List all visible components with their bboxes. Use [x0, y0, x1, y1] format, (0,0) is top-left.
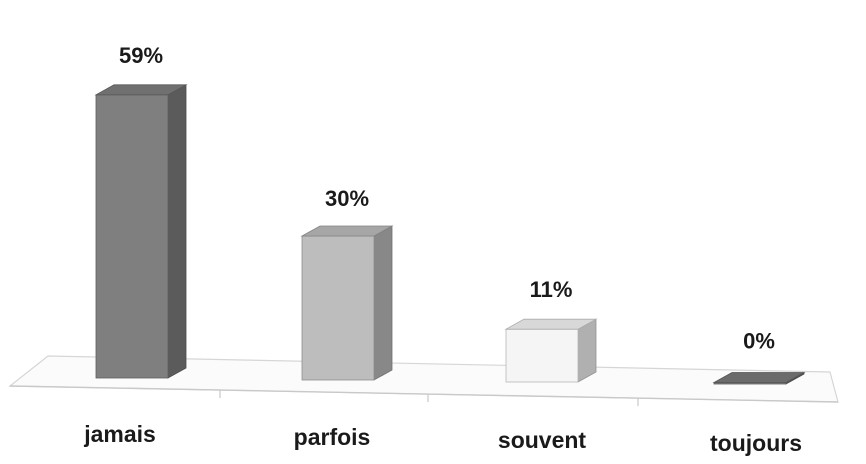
bar-front-face	[95, 94, 169, 379]
floor-edge	[9, 385, 839, 403]
bar-top-face	[300, 225, 394, 237]
category-labels: jamais parfois souvent toujours	[83, 421, 802, 456]
bar-side-face	[167, 84, 187, 379]
data-label-souvent: 11%	[530, 277, 573, 302]
category-label-parfois: parfois	[294, 424, 371, 450]
data-label-toujours: 0%	[743, 329, 775, 354]
bar-toujours	[712, 371, 806, 385]
bar-side-face	[577, 318, 597, 383]
bar-top-face	[94, 84, 188, 96]
bars	[94, 84, 806, 385]
bar-front-face	[301, 235, 375, 381]
bar-side-face	[373, 225, 393, 381]
chart-floor	[8, 355, 839, 407]
bar-souvent	[504, 318, 598, 383]
bar-top-face	[712, 372, 806, 383]
bar-parfois	[300, 225, 394, 381]
bar-front-face	[505, 328, 579, 383]
data-labels: 59% 30% 11% 0%	[119, 43, 775, 354]
category-label-jamais: jamais	[83, 421, 156, 447]
category-label-toujours: toujours	[710, 430, 802, 456]
data-label-parfois: 30%	[325, 186, 369, 211]
bar-jamais	[94, 84, 188, 379]
bar-top-face	[504, 318, 598, 330]
data-label-jamais: 59%	[119, 43, 163, 68]
category-label-souvent: souvent	[498, 427, 587, 453]
